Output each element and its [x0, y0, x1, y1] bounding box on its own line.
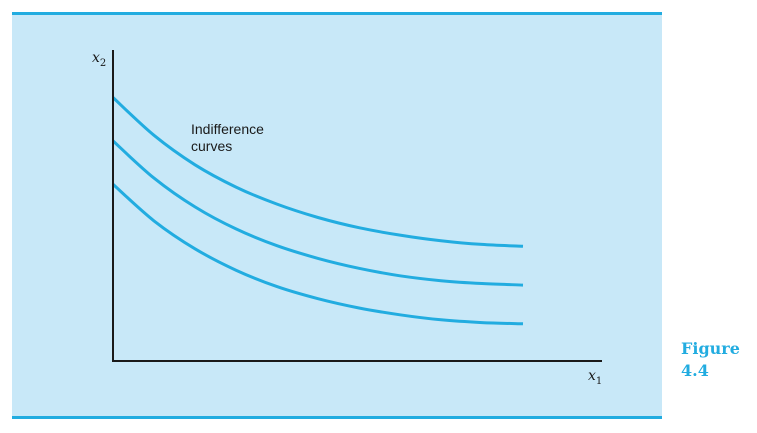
- x-axis-label: x1: [588, 368, 602, 387]
- y-axis-label: x2: [92, 50, 106, 69]
- indifference-curve-3: [111, 183, 524, 326]
- curves-group: [111, 96, 524, 326]
- annotation-line-1: Indifference: [191, 121, 264, 137]
- curves-annotation: Indifference curves: [191, 121, 268, 154]
- caption-line-2: 4.4: [681, 361, 709, 380]
- indifference-curve-2: [111, 139, 524, 287]
- annotation-line-2: curves: [191, 138, 232, 154]
- figure-caption: Figure 4.4: [681, 338, 753, 382]
- top-rule: [12, 12, 662, 15]
- figure-panel: [12, 12, 662, 418]
- caption-line-1: Figure: [681, 339, 740, 358]
- bottom-rule: [12, 416, 662, 419]
- indifference-curve-1: [111, 96, 524, 248]
